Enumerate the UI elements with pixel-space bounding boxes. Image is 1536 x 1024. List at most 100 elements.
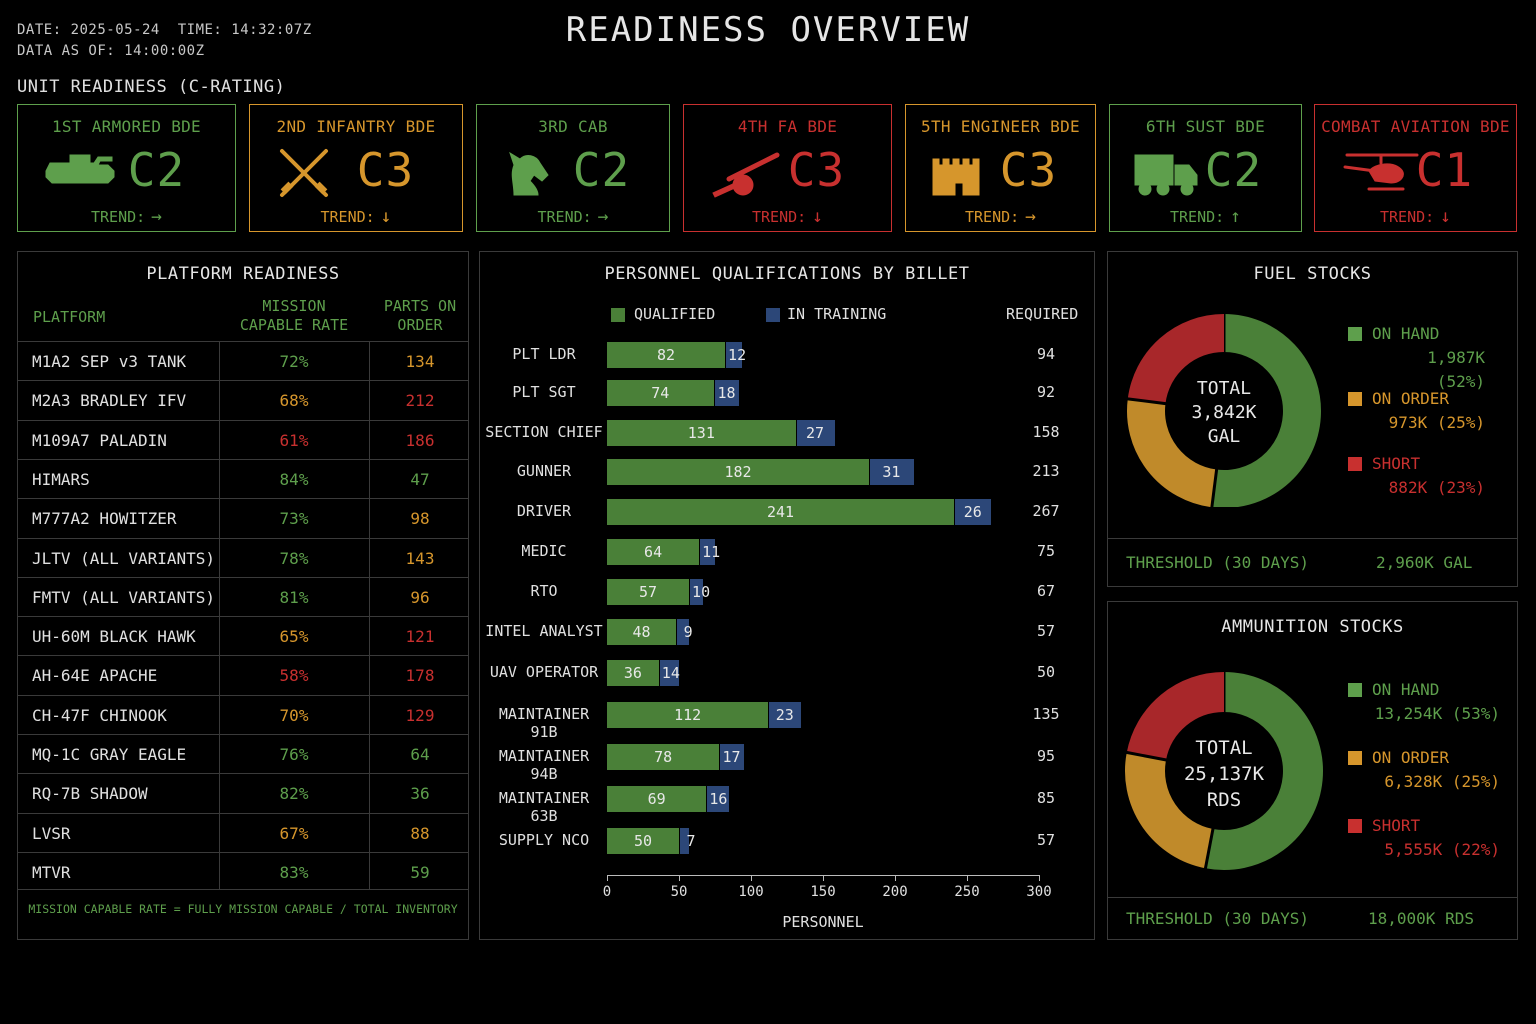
trend-arrow-icon: ↓ [380, 206, 392, 227]
unit-card-5[interactable]: 5TH ENGINEER BDE C3 TREND: → [905, 104, 1096, 232]
unit-rating: C2 [1204, 143, 1263, 197]
table-bottom-divider [18, 889, 468, 890]
billet-label: SUPPLY NCO [498, 831, 590, 849]
tick-label: 200 [882, 884, 908, 900]
bar-qualified [607, 828, 679, 854]
personnel-title: PERSONNEL QUALIFICATIONS BY BILLET [604, 264, 970, 284]
table-row: LVSR 67% 88 [18, 812, 469, 853]
bar-in-training [680, 828, 690, 854]
table-row: M1A2 SEP v3 TANK 72% 134 [18, 341, 469, 381]
unit-rating: C3 [787, 143, 846, 197]
unit-card-7[interactable]: COMBAT AVIATION BDE C1 TREND: ↓ [1314, 104, 1517, 232]
legend-value: 13,254K (53%) [1374, 704, 1500, 723]
parts-on-order: 36 [410, 784, 430, 804]
table-row: CH-47F CHINOOK 70% 129 [18, 694, 469, 735]
unit-trend: TREND: ↓ [684, 206, 891, 227]
tick-mark [679, 875, 680, 881]
legend-swatch-red [1348, 457, 1362, 471]
mission-capable-rate: 82% [279, 784, 309, 804]
legend-swatch-green [1348, 327, 1362, 341]
ammo-total-value: 25,137K [1183, 763, 1265, 785]
cannon-icon [712, 152, 780, 198]
mission-capable-rate: 68% [279, 391, 309, 411]
legend-training-label: IN TRAINING [787, 305, 887, 323]
legend-label: ON ORDER [1372, 748, 1450, 767]
training-value: 31 [882, 463, 901, 481]
required-value: 92 [1036, 383, 1056, 401]
bar-qualified [607, 420, 796, 446]
trend-label: TREND: [320, 208, 375, 226]
qualified-value: 112 [674, 706, 702, 724]
parts-on-order: 59 [410, 862, 430, 882]
required-value: 75 [1036, 542, 1056, 560]
platform-name: JLTV (ALL VARIANTS) [32, 548, 216, 568]
platform-name: MQ-1C GRAY EAGLE [32, 745, 187, 764]
ammo-panel: AMMUNITION STOCKS TOTAL 25,137K RDS ON H… [1107, 601, 1518, 940]
legend-label: SHORT [1372, 454, 1421, 473]
billet-label: MAINTAINER 91B [498, 705, 590, 741]
tick-label: 100 [738, 884, 764, 900]
legend-training-swatch [766, 308, 780, 322]
tick-label: 300 [1026, 884, 1052, 900]
training-value: 26 [963, 503, 982, 521]
billet-label: PLT SGT [512, 383, 576, 401]
ammo-threshold-value: 18,000K RDS [1368, 909, 1474, 928]
unit-card-1[interactable]: 1ST ARMORED BDE C2 TREND: → [17, 104, 236, 232]
unit-name: 2ND INFANTRY BDE [276, 117, 436, 136]
required-value: 95 [1036, 747, 1056, 765]
training-value: 23 [775, 706, 794, 724]
trend-arrow-icon: ↑ [1230, 206, 1242, 227]
trend-label: TREND: [751, 208, 807, 226]
training-value: 16 [709, 790, 728, 808]
bar-qualified [607, 619, 677, 645]
tick-label: 250 [954, 884, 980, 900]
qualified-value: 241 [766, 503, 795, 521]
unit-rating: C2 [572, 143, 631, 197]
bar-qualified [607, 579, 690, 605]
ammo-total-unit: RDS [1206, 789, 1242, 811]
qualified-value: 48 [632, 623, 651, 641]
unit-card-4[interactable]: 4TH FA BDE C3 TREND: ↓ [683, 104, 892, 232]
unit-name: 3RD CAB [538, 117, 608, 136]
unit-trend: TREND: ↑ [1110, 206, 1301, 227]
qualified-value: 36 [623, 664, 642, 682]
timestamp-block: DATE: 2025-05-24 TIME: 14:32:07Z DATA AS… [17, 20, 312, 62]
qualified-value: 64 [644, 543, 663, 561]
required-column-header: REQUIRED [1006, 305, 1079, 323]
tick-mark [751, 875, 752, 881]
qualified-value: 182 [724, 463, 752, 481]
required-value: 213 [1032, 462, 1060, 480]
parts-on-order: 212 [405, 391, 435, 411]
fuel-threshold-value: 2,960K GAL [1376, 553, 1473, 572]
page-title: READINESS OVERVIEW [565, 10, 971, 50]
legend-swatch-amber [1348, 392, 1362, 406]
fuel-threshold-label: THRESHOLD (30 DAYS) [1126, 553, 1310, 572]
unit-readiness-label: UNIT READINESS (C-RATING) [17, 77, 286, 97]
qualified-value: 82 [657, 346, 676, 364]
unit-card-2[interactable]: 2ND INFANTRY BDE C3 TREND: ↓ [249, 104, 463, 232]
unit-name: COMBAT AVIATION BDE [1321, 117, 1510, 136]
mission-capable-rate: 70% [279, 705, 309, 725]
billet-label: SECTION CHIEF [485, 423, 603, 441]
unit-trend: TREND: → [906, 206, 1095, 227]
bar-qualified [607, 744, 720, 770]
date-time: DATE: 2025-05-24 TIME: 14:32:07Z [17, 22, 312, 38]
donut-slice-gap [1210, 468, 1219, 507]
billet-label: GUNNER [516, 462, 572, 480]
parts-on-order: 121 [405, 627, 435, 647]
bar-qualified [607, 786, 707, 812]
ammo-donut-chart [1125, 671, 1323, 870]
col-parts-header: PARTS ON ORDER [370, 297, 470, 335]
parts-on-order: 96 [410, 587, 430, 607]
trend-arrow-icon: → [151, 206, 163, 227]
unit-card-3[interactable]: 3RD CAB C2 TREND: → [476, 104, 670, 232]
column-divider [369, 341, 370, 889]
training-value: 27 [806, 424, 825, 442]
unit-rating: C3 [356, 143, 415, 197]
unit-card-6[interactable]: 6TH SUST BDE C2 TREND: ↑ [1109, 104, 1302, 232]
qualified-value: 78 [654, 748, 673, 766]
platform-name: FMTV (ALL VARIANTS) [32, 587, 216, 607]
donut-slice-red [1127, 314, 1225, 405]
bar-qualified [607, 660, 659, 686]
parts-on-order: 98 [410, 509, 430, 529]
